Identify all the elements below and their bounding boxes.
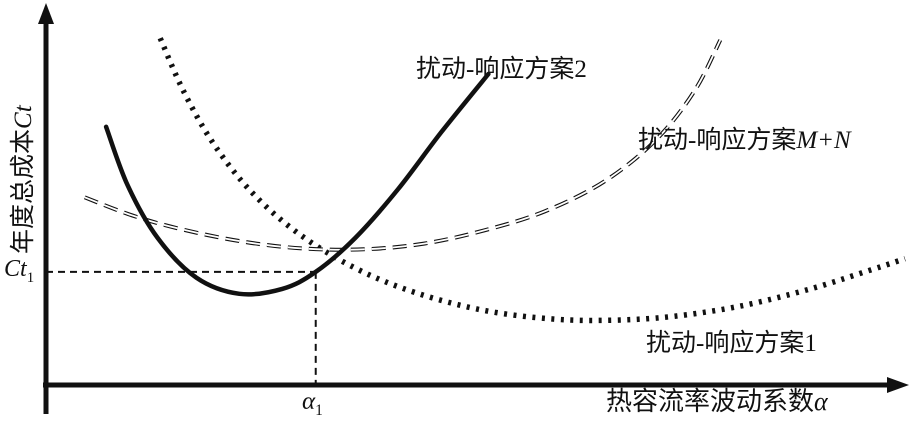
alpha1-sub: 1 (315, 402, 323, 419)
ct1-tick-label: Ct1 (4, 256, 34, 286)
curve-label-plan-m-plus-n: 扰动-响应方案M+N (638, 127, 851, 155)
curve-label-plan1: 扰动-响应方案1 (646, 330, 817, 357)
x-axis-label-symbol: α (814, 387, 828, 416)
curve-planMN (83, 39, 723, 252)
curve-label-plan2: 扰动-响应方案2 (416, 56, 587, 83)
alpha1-tick-label: α1 (302, 388, 323, 419)
y-axis-label-symbol: Ct (10, 105, 37, 129)
curve-label-planMN-text: 扰动-响应方案 (638, 127, 797, 154)
y-axis-arrow-icon (38, 3, 54, 24)
x-axis-label-text: 热容流率波动系数 (606, 387, 815, 416)
alpha1-var: α (302, 388, 316, 415)
curve-plan2 (103, 71, 491, 297)
curve-label-planMN-symbol: M+N (796, 127, 851, 154)
y-axis-label-text: 年度总成本 (10, 128, 37, 254)
x-axis-label: 热容流率波动系数α (606, 387, 828, 417)
curve-planMN-inner (84, 39, 722, 251)
ct1-var: Ct (4, 256, 27, 282)
curve-plan1 (157, 37, 906, 324)
ct1-sub: 1 (26, 269, 35, 286)
y-axis-label: 年度总成本Ct (10, 105, 38, 254)
x-axis-arrow-icon (887, 377, 909, 393)
